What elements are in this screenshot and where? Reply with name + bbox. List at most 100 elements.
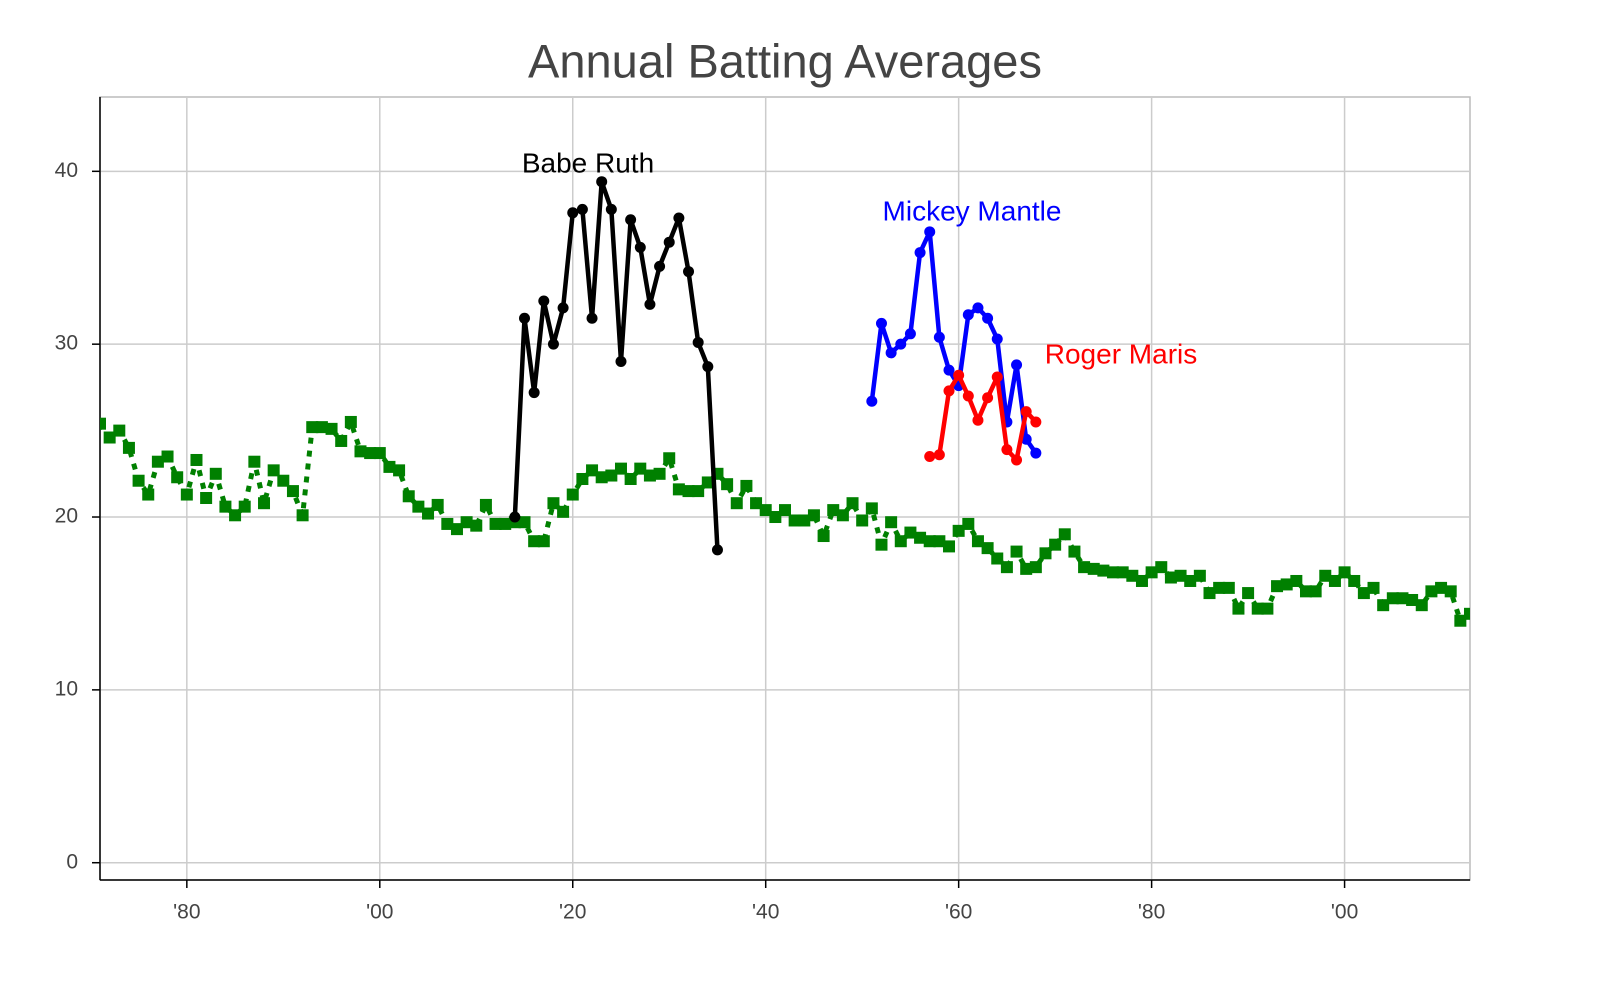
marker — [605, 469, 618, 482]
marker — [982, 392, 994, 404]
marker — [740, 479, 753, 492]
plot-area — [100, 176, 1470, 627]
series-label: Roger Maris — [1045, 338, 1197, 369]
marker — [566, 488, 579, 501]
marker — [441, 517, 454, 530]
marker — [1319, 569, 1332, 582]
marker — [807, 509, 820, 522]
marker — [238, 500, 251, 513]
marker — [519, 312, 531, 324]
marker — [730, 497, 743, 510]
marker — [894, 535, 907, 548]
marker — [904, 328, 916, 340]
marker — [1251, 602, 1264, 615]
marker — [924, 226, 936, 238]
marker — [1425, 585, 1438, 598]
marker — [335, 434, 348, 447]
marker — [1348, 574, 1361, 587]
marker — [1174, 569, 1187, 582]
marker — [277, 474, 290, 487]
marker — [151, 455, 164, 468]
marker — [836, 509, 849, 522]
marker — [576, 472, 589, 485]
marker — [933, 449, 945, 461]
marker — [1011, 454, 1023, 466]
marker — [479, 498, 492, 511]
marker — [219, 500, 232, 513]
marker — [1097, 564, 1110, 577]
marker — [654, 260, 666, 272]
marker — [1164, 571, 1177, 584]
marker — [296, 509, 309, 522]
marker — [393, 464, 406, 477]
x-tick-label: '60 — [945, 901, 972, 924]
marker — [933, 535, 946, 548]
marker — [596, 176, 608, 188]
marker — [113, 424, 126, 437]
marker — [586, 464, 599, 477]
marker — [518, 516, 531, 529]
marker — [161, 450, 174, 463]
marker — [683, 266, 695, 278]
marker — [1338, 566, 1351, 579]
marker — [470, 519, 483, 532]
marker — [1396, 592, 1409, 605]
marker — [354, 445, 367, 458]
marker — [1203, 587, 1216, 600]
marker — [1222, 581, 1235, 594]
marker — [258, 497, 271, 510]
marker — [528, 387, 540, 399]
marker — [190, 453, 203, 466]
marker — [460, 516, 473, 529]
marker — [1415, 599, 1428, 612]
marker — [1406, 593, 1419, 606]
marker — [953, 369, 965, 381]
marker — [1377, 599, 1390, 612]
marker — [875, 538, 888, 551]
marker — [132, 474, 145, 487]
marker — [1309, 585, 1322, 598]
marker — [557, 505, 570, 518]
marker — [537, 535, 550, 548]
marker — [1107, 566, 1120, 579]
marker — [538, 295, 550, 307]
marker — [1011, 359, 1023, 371]
marker — [373, 447, 386, 460]
marker — [1020, 562, 1033, 575]
marker — [624, 472, 637, 485]
marker — [229, 509, 242, 522]
marker — [1184, 574, 1197, 587]
marker — [943, 364, 955, 376]
marker — [991, 333, 1003, 345]
marker — [1039, 547, 1052, 560]
marker — [1049, 538, 1062, 551]
marker — [431, 498, 444, 511]
marker — [1357, 587, 1370, 600]
marker — [692, 485, 705, 498]
marker — [914, 531, 927, 544]
marker — [962, 517, 975, 530]
marker — [711, 544, 723, 556]
marker — [1058, 528, 1071, 541]
marker — [1000, 561, 1013, 574]
x-tick-label: '80 — [1138, 901, 1165, 924]
marker — [1193, 569, 1206, 582]
marker — [142, 488, 155, 501]
marker — [528, 535, 541, 548]
marker — [682, 485, 695, 498]
marker — [615, 355, 627, 367]
marker — [412, 500, 425, 513]
marker — [972, 414, 984, 426]
marker — [306, 421, 319, 434]
series-line — [929, 373, 1038, 463]
series-label: Mickey Mantle — [883, 195, 1062, 226]
marker — [895, 338, 907, 350]
marker — [1155, 561, 1168, 574]
marker — [644, 298, 656, 310]
marker — [1126, 569, 1139, 582]
marker — [1299, 585, 1312, 598]
marker — [1454, 614, 1467, 627]
series-line — [512, 179, 720, 550]
marker — [1242, 587, 1255, 600]
